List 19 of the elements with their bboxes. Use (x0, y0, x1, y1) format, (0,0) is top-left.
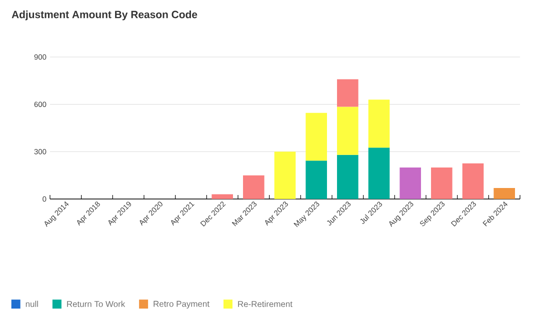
bar (368, 100, 390, 148)
bar (337, 106, 358, 155)
bar (462, 163, 484, 199)
legend-label: Return To Work (67, 300, 126, 307)
bar (306, 112, 327, 161)
bar (337, 79, 358, 107)
bar (400, 167, 421, 199)
legend-label: null (26, 300, 38, 307)
legend-label: Retro Payment (154, 300, 210, 309)
bar (494, 188, 515, 199)
bar (431, 167, 452, 199)
bar (337, 154, 358, 199)
chart-title: Adjustment Amount By Reason Code (12, 10, 198, 20)
legend-label: Re-Retirement (238, 300, 292, 307)
bar (368, 148, 390, 199)
bar (306, 160, 327, 199)
bar (243, 175, 264, 199)
bar (212, 194, 233, 199)
bar (274, 152, 296, 199)
